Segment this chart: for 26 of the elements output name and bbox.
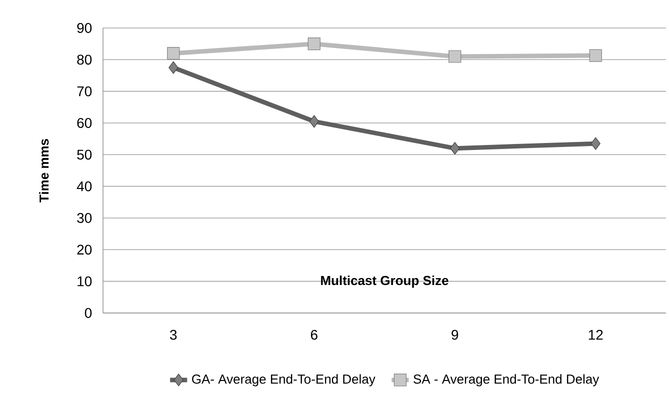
y-tick-label: 80 [77, 54, 92, 65]
point [309, 115, 319, 128]
y-tick-label: 70 [77, 86, 92, 96]
y-tick-label: 10 [78, 276, 92, 286]
x-tick-label: 6 [310, 330, 318, 340]
point [168, 61, 178, 74]
point [450, 142, 460, 155]
point [448, 50, 462, 63]
point [590, 137, 600, 150]
y-tick-label: 30 [77, 213, 92, 223]
legend-label: SA - Average End-To-End Delay [414, 374, 600, 386]
y-tick-label: 0 [84, 308, 92, 318]
y-tick-label: 50 [77, 150, 92, 160]
x-tick-label: 9 [452, 330, 458, 340]
y-tick-label: 40 [76, 181, 92, 192]
y-axis-title: Time mms [39, 139, 49, 202]
point [589, 49, 602, 62]
y-tick-label: 90 [77, 23, 92, 33]
x-tick-label: 12 [588, 330, 603, 340]
y-tick-label: 60 [77, 118, 92, 128]
legend-label: GA- Average End-To-End Delay [192, 374, 376, 386]
point [167, 47, 180, 60]
y-tick-label: 20 [77, 244, 92, 255]
x-tick-label: 3 [170, 330, 177, 340]
x-axis-title: Multicast Group Size [321, 276, 448, 288]
point [308, 38, 320, 50]
